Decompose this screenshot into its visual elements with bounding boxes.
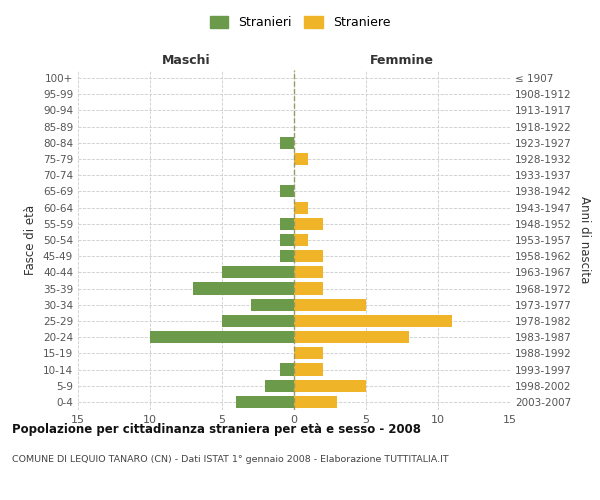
Text: COMUNE DI LEQUIO TANARO (CN) - Dati ISTAT 1° gennaio 2008 - Elaborazione TUTTITA: COMUNE DI LEQUIO TANARO (CN) - Dati ISTA…: [12, 455, 449, 464]
Bar: [294, 315, 452, 327]
Y-axis label: Anni di nascita: Anni di nascita: [578, 196, 591, 284]
Bar: [294, 202, 308, 213]
Bar: [222, 266, 294, 278]
Bar: [294, 153, 308, 165]
Bar: [294, 298, 366, 311]
Legend: Stranieri, Straniere: Stranieri, Straniere: [205, 11, 395, 34]
Bar: [294, 234, 308, 246]
Y-axis label: Fasce di età: Fasce di età: [25, 205, 37, 275]
Bar: [193, 282, 294, 294]
Bar: [280, 218, 294, 230]
Bar: [265, 380, 294, 392]
Text: Popolazione per cittadinanza straniera per età e sesso - 2008: Popolazione per cittadinanza straniera p…: [12, 422, 421, 436]
Bar: [280, 364, 294, 376]
Bar: [294, 380, 366, 392]
Bar: [280, 250, 294, 262]
Text: Femmine: Femmine: [370, 54, 434, 67]
Text: Maschi: Maschi: [161, 54, 211, 67]
Bar: [280, 234, 294, 246]
Bar: [294, 331, 409, 343]
Bar: [294, 348, 323, 360]
Bar: [294, 218, 323, 230]
Bar: [294, 282, 323, 294]
Bar: [294, 266, 323, 278]
Bar: [294, 396, 337, 408]
Bar: [236, 396, 294, 408]
Bar: [150, 331, 294, 343]
Bar: [294, 250, 323, 262]
Bar: [280, 137, 294, 149]
Bar: [251, 298, 294, 311]
Bar: [280, 186, 294, 198]
Bar: [222, 315, 294, 327]
Bar: [294, 364, 323, 376]
